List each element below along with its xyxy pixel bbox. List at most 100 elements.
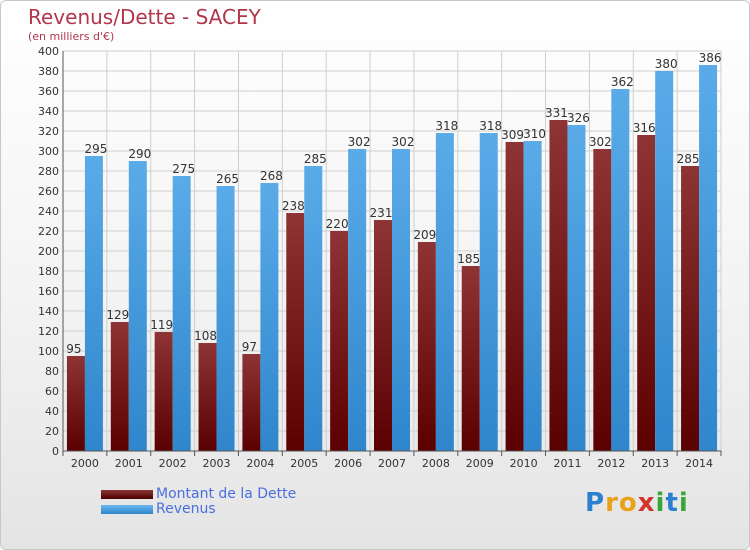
- debt-bar: [637, 135, 656, 451]
- revenue-value-label: 285: [304, 152, 327, 166]
- y-tick-label: 360: [38, 85, 59, 98]
- debt-bar: [593, 149, 612, 451]
- y-tick-label: 20: [45, 425, 59, 438]
- debt-bar: [417, 242, 436, 451]
- revenue-bar: [260, 183, 279, 451]
- y-tick-label: 340: [38, 105, 59, 118]
- chart-subtitle: (en milliers d'€): [28, 30, 115, 43]
- debt-bar: [330, 231, 349, 451]
- y-tick-label: 320: [38, 125, 59, 138]
- logo-letter: P: [585, 488, 606, 518]
- revenue-bar: [172, 176, 191, 451]
- y-tick-label: 280: [38, 165, 59, 178]
- x-tick-label: 2006: [334, 457, 362, 470]
- revenue-bar: [84, 156, 103, 451]
- debt-bar: [681, 166, 700, 451]
- debt-value-label: 302: [589, 135, 612, 149]
- x-tick-label: 2013: [641, 457, 669, 470]
- x-tick-label: 2003: [203, 457, 231, 470]
- revenue-bar: [304, 166, 323, 451]
- revenue-value-label: 362: [611, 75, 634, 89]
- x-tick-label: 2009: [466, 457, 494, 470]
- logo-letter: t: [665, 488, 679, 518]
- debt-bar: [66, 356, 85, 451]
- revenue-value-label: 310: [523, 127, 546, 141]
- debt-value-label: 331: [545, 106, 568, 120]
- y-tick-label: 300: [38, 145, 59, 158]
- legend-swatch-revenus: [101, 505, 153, 514]
- revenue-bar: [655, 71, 674, 451]
- debt-bar: [505, 142, 524, 451]
- debt-value-label: 97: [242, 340, 257, 354]
- y-tick-label: 120: [38, 325, 59, 338]
- revenue-bar: [128, 161, 147, 451]
- proxiti-logo: Proxiti: [585, 488, 689, 518]
- logo-letter: r: [605, 488, 619, 518]
- debt-bar: [286, 213, 305, 451]
- debt-value-label: 238: [282, 199, 305, 213]
- x-tick-label: 2007: [378, 457, 406, 470]
- y-tick-label: 400: [38, 45, 59, 58]
- x-tick-label: 2008: [422, 457, 450, 470]
- legend-label-revenus: Revenus: [156, 501, 216, 517]
- revenue-value-label: 265: [216, 172, 239, 186]
- debt-value-label: 285: [677, 152, 700, 166]
- debt-value-label: 209: [413, 228, 436, 242]
- y-tick-label: 380: [38, 65, 59, 78]
- y-tick-label: 60: [45, 385, 59, 398]
- debt-bar: [549, 120, 568, 451]
- y-tick-label: 80: [45, 365, 59, 378]
- debt-value-label: 185: [457, 252, 480, 266]
- y-tick-label: 140: [38, 305, 59, 318]
- legend-swatch-dette: [101, 490, 153, 499]
- y-tick-label: 220: [38, 225, 59, 238]
- logo-letter: i: [678, 488, 689, 518]
- x-tick-label: 2000: [71, 457, 99, 470]
- debt-bar: [198, 343, 217, 451]
- debt-bar: [242, 354, 261, 451]
- y-tick-label: 0: [52, 445, 59, 458]
- x-tick-label: 2004: [246, 457, 274, 470]
- revenue-value-label: 302: [392, 135, 415, 149]
- y-tick-label: 180: [38, 265, 59, 278]
- revenue-value-label: 386: [699, 51, 722, 65]
- x-tick-label: 2011: [553, 457, 581, 470]
- chart-title: Revenus/Dette - SACEY: [28, 5, 261, 29]
- revenue-value-label: 318: [479, 119, 502, 133]
- debt-bar: [110, 322, 129, 451]
- x-tick-label: 2001: [115, 457, 143, 470]
- y-tick-label: 260: [38, 185, 59, 198]
- y-tick-label: 40: [45, 405, 59, 418]
- revenue-bar: [611, 89, 630, 451]
- logo-letter: x: [637, 488, 656, 518]
- revenue-value-label: 318: [435, 119, 458, 133]
- revenue-value-label: 302: [348, 135, 371, 149]
- revenue-bar: [567, 125, 586, 451]
- debt-value-label: 119: [150, 318, 173, 332]
- y-tick-label: 240: [38, 205, 59, 218]
- revenue-bar: [216, 186, 235, 451]
- y-tick-label: 200: [38, 245, 59, 258]
- debt-bar: [374, 220, 392, 451]
- y-tick-label: 100: [38, 345, 59, 358]
- revenue-value-label: 268: [260, 169, 283, 183]
- logo-letter: o: [618, 488, 638, 518]
- y-tick-label: 160: [38, 285, 59, 298]
- x-tick-label: 2010: [510, 457, 538, 470]
- debt-value-label: 95: [66, 342, 81, 356]
- debt-bar: [461, 266, 480, 451]
- debt-bar: [154, 332, 173, 451]
- debt-value-label: 220: [326, 217, 349, 231]
- logo-letter: i: [655, 488, 666, 518]
- debt-value-label: 108: [194, 329, 217, 343]
- debt-value-label: 309: [501, 128, 524, 142]
- revenue-bar: [392, 149, 410, 451]
- revenue-value-label: 275: [172, 162, 195, 176]
- legend-label-dette: Montant de la Dette: [156, 486, 297, 502]
- x-tick-label: 2002: [159, 457, 187, 470]
- revenue-bar: [348, 149, 367, 451]
- revenue-bar: [479, 133, 498, 451]
- x-tick-label: 2005: [290, 457, 318, 470]
